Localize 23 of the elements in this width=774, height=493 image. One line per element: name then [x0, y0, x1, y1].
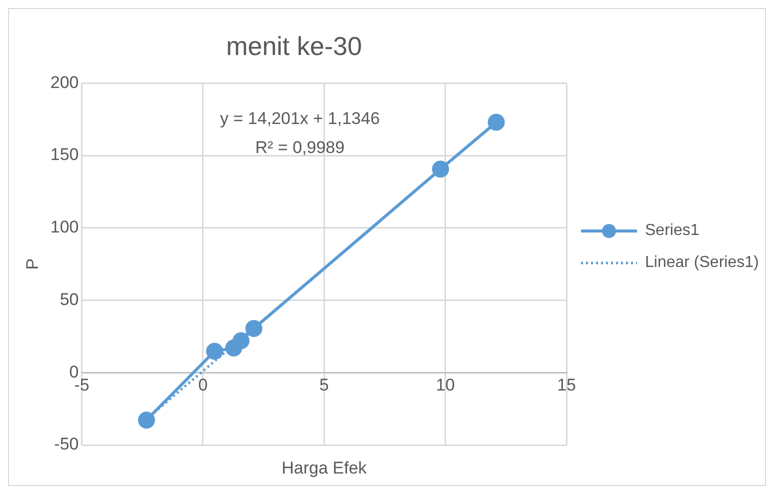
y-tick-label: 100	[50, 218, 79, 237]
x-axis-title: Harga Efek	[282, 458, 368, 478]
annotation: y = 14,201x + 1,1346	[220, 108, 380, 128]
x-tick-label: 10	[436, 376, 455, 395]
x-tick-label: 15	[557, 376, 576, 395]
point	[432, 160, 449, 178]
x-tick-label: 0	[198, 376, 208, 395]
point	[245, 320, 262, 337]
y-tick-label: 200	[50, 72, 79, 92]
chart-title: menit ke-30	[226, 30, 362, 61]
point	[488, 114, 505, 131]
point	[138, 412, 155, 429]
y-tick-label: 150	[50, 145, 79, 164]
x-tick-label: 5	[319, 376, 329, 395]
y-tick-label: -50	[54, 434, 79, 454]
legend-label: Linear (Series1)	[645, 254, 759, 272]
annotation: R² = 0,9989	[255, 138, 345, 157]
point	[206, 342, 224, 360]
y-axis-title: P	[22, 258, 42, 270]
y-tick-label: 0	[69, 362, 79, 382]
point	[232, 332, 250, 350]
legend-label: Series1	[645, 222, 700, 240]
y-tick-label: 50	[60, 290, 79, 309]
